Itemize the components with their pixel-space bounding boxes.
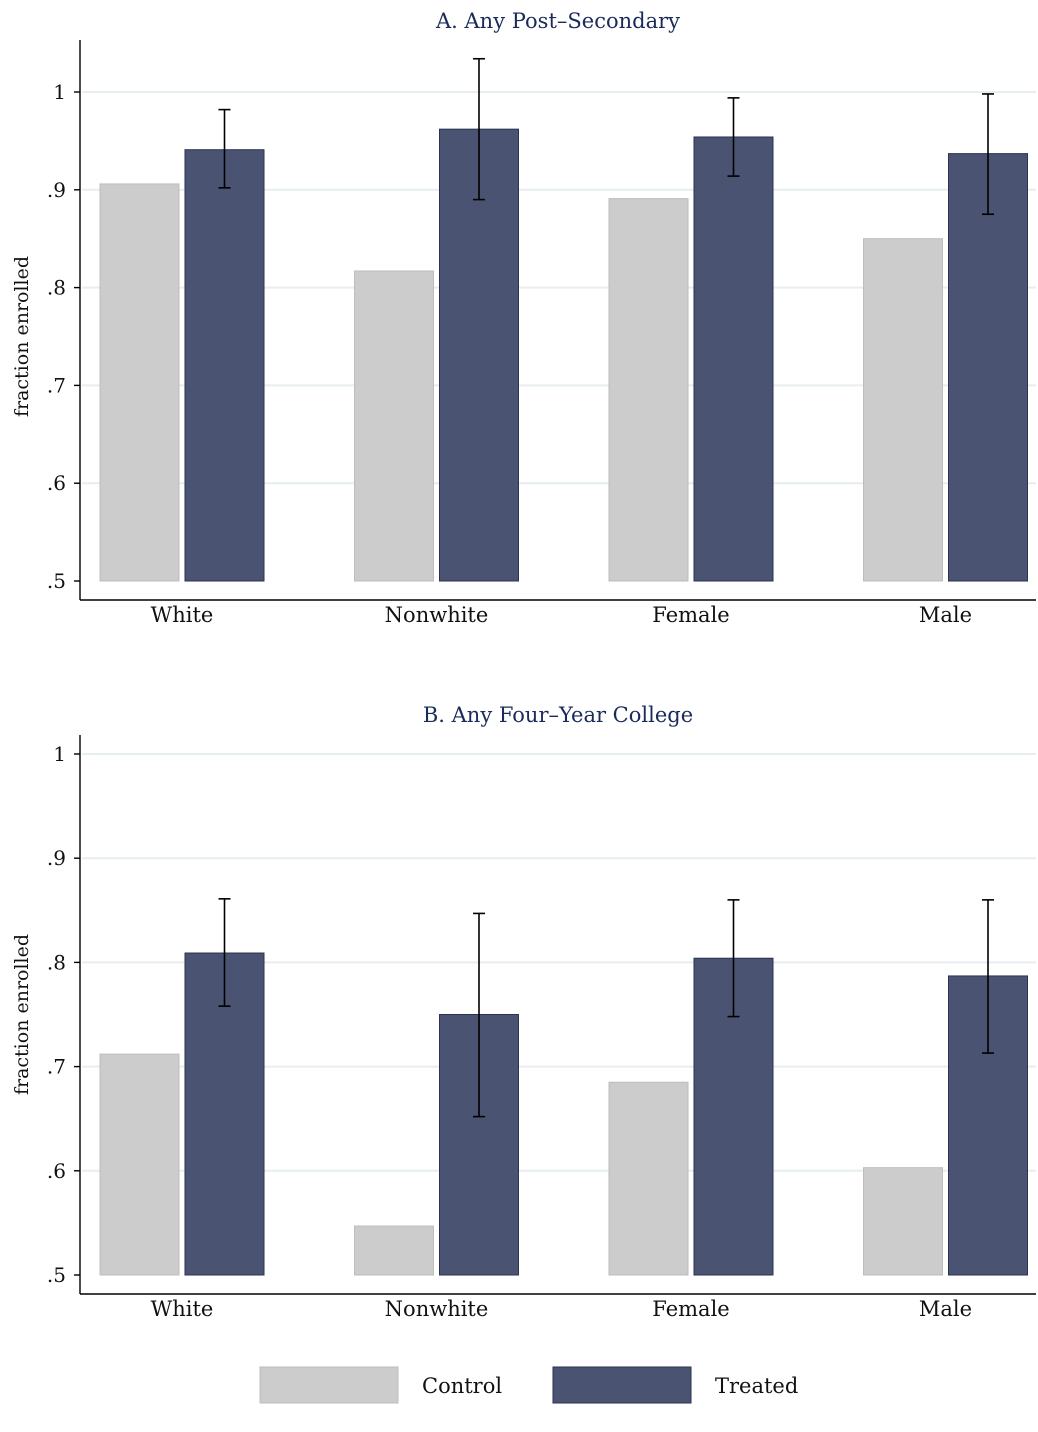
y-tick-label: .9 bbox=[47, 178, 66, 202]
panel-b: B. Any Four–Year College .5 .6 .7 .8 .9 1 fract… bbox=[11, 703, 1036, 1321]
control-bar bbox=[99, 1053, 180, 1276]
y-tick-label: .9 bbox=[47, 846, 66, 870]
x-category-label: Female bbox=[652, 603, 729, 627]
y-tick-label: .5 bbox=[47, 569, 66, 593]
x-category-label: Male bbox=[919, 603, 972, 627]
x-category-label: Female bbox=[652, 1297, 729, 1321]
control-bar bbox=[608, 198, 689, 582]
control-bar bbox=[608, 1081, 689, 1276]
panel-a: A. Any Post–Secondary .5 .6 .7 .8 .9 1 fraction… bbox=[11, 9, 1036, 627]
panel-title: A. Any Post–Secondary bbox=[435, 9, 680, 33]
y-axis-label: fraction enrolled bbox=[11, 934, 33, 1095]
legend-label: Treated bbox=[715, 1374, 798, 1398]
x-category-label: Nonwhite bbox=[385, 1297, 489, 1321]
treated-bar bbox=[184, 149, 265, 582]
control-bar bbox=[863, 238, 943, 582]
y-tick-label: .6 bbox=[47, 1159, 66, 1183]
control-bar bbox=[354, 1225, 434, 1276]
control-bar bbox=[99, 183, 180, 582]
y-tick-label: .7 bbox=[47, 1055, 66, 1079]
treated-bar bbox=[439, 128, 519, 582]
y-tick-label: 1 bbox=[53, 80, 66, 104]
x-category-label: Nonwhite bbox=[385, 603, 489, 627]
y-tick-label: .7 bbox=[47, 373, 66, 397]
legend-label: Control bbox=[422, 1374, 502, 1398]
legend: Control Treated bbox=[259, 1366, 798, 1404]
x-category-label: White bbox=[151, 603, 214, 627]
x-category-label: Male bbox=[919, 1297, 972, 1321]
panel-title: B. Any Four–Year College bbox=[423, 703, 693, 727]
y-tick-label: .5 bbox=[47, 1263, 66, 1287]
y-tick-label: .8 bbox=[47, 950, 66, 974]
legend-swatch bbox=[259, 1366, 399, 1404]
y-tick-label: .6 bbox=[47, 471, 66, 495]
control-bar bbox=[863, 1167, 943, 1276]
y-axis-label: fraction enrolled bbox=[11, 256, 33, 417]
control-bar bbox=[354, 270, 434, 582]
y-tick-label: 1 bbox=[53, 742, 66, 766]
treated-bar bbox=[693, 136, 774, 582]
legend-swatch bbox=[552, 1366, 692, 1404]
x-category-label: White bbox=[151, 1297, 214, 1321]
y-tick-label: .8 bbox=[47, 276, 66, 300]
treated-bar bbox=[948, 153, 1028, 582]
